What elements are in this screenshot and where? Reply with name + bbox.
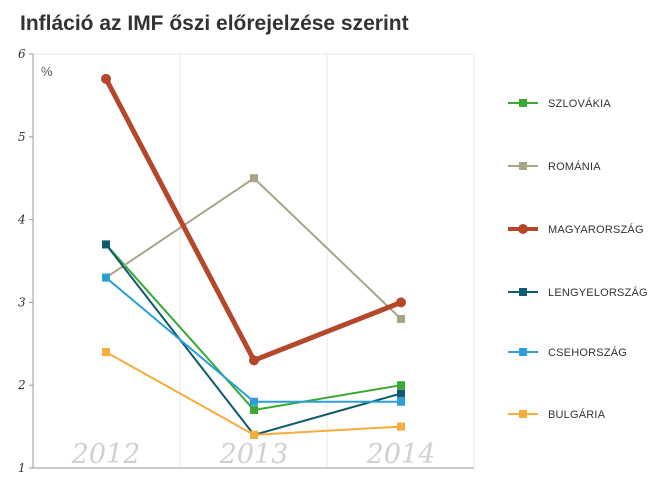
legend-swatch-marker [519, 410, 527, 418]
legend-label: BULGÁRIA [548, 408, 606, 421]
data-point [250, 430, 258, 439]
x-category-label: 2013 [219, 439, 289, 470]
legend-item-románia: ROMÁNIA [508, 160, 601, 173]
series-bulgária [102, 348, 405, 439]
legend-item-csehország: CSEHORSZÁG [508, 346, 627, 359]
series-line [105, 276, 402, 403]
data-point [101, 73, 111, 84]
data-point [250, 174, 258, 183]
legend-label: SZLOVÁKIA [548, 97, 611, 110]
x-category-label: 2012 [71, 439, 141, 470]
data-point [397, 314, 405, 323]
legend-item-szlovákia: SZLOVÁKIA [508, 97, 611, 110]
legend-item-bulgária: BULGÁRIA [508, 408, 606, 421]
y-tick-label: 1 [18, 461, 26, 475]
legend-swatch-marker [519, 162, 527, 170]
y-tick-label: 4 [17, 213, 26, 227]
series-szlovákia [102, 240, 405, 415]
data-point [397, 381, 405, 390]
legend-swatch-marker [519, 288, 527, 296]
chart-title: Infláció az IMF őszi előrejelzése szerin… [20, 12, 409, 35]
grid [32, 53, 475, 468]
legend: SZLOVÁKIA ROMÁNIA MAGYARORSZÁG LENGYELORSZÁ… [508, 97, 648, 421]
data-point [102, 348, 110, 357]
y-tick-label: 3 [18, 295, 26, 309]
data-point [397, 389, 405, 398]
legend-label: CSEHORSZÁG [548, 346, 627, 359]
series-magyarország [101, 73, 406, 366]
legend-label: MAGYARORSZÁG [548, 223, 644, 236]
y-tick-label: 5 [18, 130, 26, 144]
data-point [250, 397, 258, 406]
data-point [397, 422, 405, 431]
legend-label: ROMÁNIA [548, 160, 601, 173]
y-tick-label: 6 [18, 47, 26, 61]
x-category-label: 2014 [366, 439, 436, 470]
legend-item-lengyelország: LENGYELORSZÁG [508, 286, 648, 299]
series-lines [101, 73, 406, 439]
y-unit-label: % [41, 64, 53, 79]
legend-item-magyarország: MAGYARORSZÁG [508, 223, 644, 236]
data-point [397, 397, 405, 406]
data-point [250, 406, 258, 415]
legend-label: LENGYELORSZÁG [548, 286, 648, 299]
series-line [103, 76, 404, 363]
series-csehország [102, 273, 405, 406]
series-line [105, 177, 402, 320]
series-románia [102, 174, 405, 323]
series-line [105, 243, 402, 412]
data-point [249, 355, 259, 366]
data-point [102, 273, 110, 282]
legend-swatch-marker [519, 99, 527, 107]
data-point [102, 240, 110, 249]
y-tick-label: 2 [17, 378, 26, 392]
data-point [396, 297, 406, 308]
axes: 1 2 3 4 5 6% 2012 2013 2014 [17, 47, 474, 475]
legend-swatch-marker [518, 224, 528, 234]
legend-swatch-marker [519, 348, 527, 356]
